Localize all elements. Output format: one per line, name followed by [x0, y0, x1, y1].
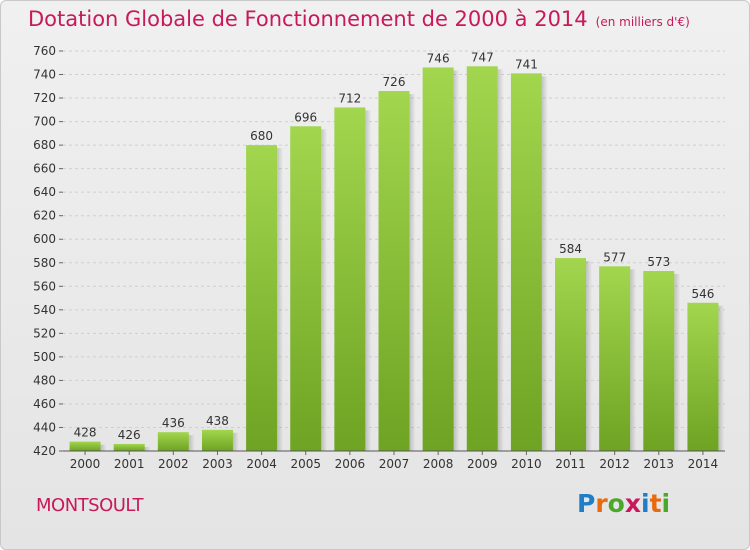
commune-name: MONTSOULT	[36, 495, 143, 516]
bar-shadow	[541, 76, 548, 452]
bar-value-label: 577	[603, 250, 626, 264]
bar	[157, 432, 189, 451]
x-tick-label: 2000	[70, 457, 101, 471]
x-tick-label: 2014	[688, 457, 719, 471]
bar-shadow	[144, 446, 151, 451]
bar	[113, 443, 145, 451]
bar	[687, 302, 719, 451]
chart-title-text: Dotation Globale de Fonctionnement de 20…	[28, 7, 588, 31]
y-tick-label: 440	[33, 420, 56, 434]
bar-shadow	[232, 432, 239, 451]
y-tick-label: 580	[33, 256, 56, 270]
logo-letter: P	[577, 489, 596, 518]
y-tick-label: 700	[33, 115, 56, 129]
x-tick-label: 2003	[202, 457, 233, 471]
y-tick-label: 520	[33, 326, 56, 340]
y-tick-label: 540	[33, 303, 56, 317]
bar-shadow	[718, 305, 725, 451]
chart-subtitle: (en milliers d'€)	[595, 15, 690, 29]
logo-letter: o	[607, 489, 625, 518]
x-tick-label: 2002	[158, 457, 189, 471]
x-tick-label: 2008	[423, 457, 454, 471]
x-tick-label: 2001	[114, 457, 145, 471]
bar-value-label: 696	[294, 110, 317, 124]
bar-shadow	[321, 129, 328, 451]
bar-shadow	[630, 269, 637, 451]
bar-shadow	[497, 69, 504, 451]
bar	[378, 91, 410, 451]
y-tick-label: 560	[33, 279, 56, 293]
bar	[69, 441, 101, 451]
y-tick-label: 740	[33, 68, 56, 82]
y-tick-label: 660	[33, 162, 56, 176]
logo-letter: x	[624, 489, 641, 518]
bar	[555, 258, 587, 451]
x-tick-label: 2005	[290, 457, 321, 471]
bar	[422, 67, 454, 452]
logo-letter: r	[595, 489, 608, 518]
bar-value-label: 726	[383, 75, 406, 89]
bar-value-label: 438	[206, 414, 229, 428]
y-tick-label: 640	[33, 185, 56, 199]
bar-shadow	[277, 148, 284, 451]
bar	[643, 271, 675, 451]
x-tick-label: 2006	[335, 457, 366, 471]
bar-value-label: 584	[559, 242, 582, 256]
x-axis-ticks: 2000 2001 2002 2003 2004 2005 2006 2007 2008 2009…	[70, 451, 718, 471]
y-tick-label: 480	[33, 373, 56, 387]
bar-shadow	[453, 70, 460, 452]
bar-value-label: 428	[74, 426, 97, 440]
bar	[510, 73, 542, 452]
bar-shadow	[188, 435, 195, 451]
bar-value-label: 712	[338, 91, 361, 105]
y-tick-label: 680	[33, 138, 56, 152]
y-tick-label: 600	[33, 232, 56, 246]
bar-value-label: 546	[691, 287, 714, 301]
bar-value-label: 747	[471, 50, 494, 64]
bar	[290, 126, 322, 451]
bar-value-label: 746	[427, 51, 450, 65]
logo-letter: i	[641, 489, 650, 518]
bar-value-label: 436	[162, 416, 185, 430]
bar-value-label: 573	[647, 255, 670, 269]
bar	[599, 266, 631, 451]
x-tick-label: 2004	[246, 457, 277, 471]
chart-title: Dotation Globale de Fonctionnement de 20…	[28, 7, 690, 31]
bar	[201, 429, 233, 451]
bar-value-label: 426	[118, 428, 141, 442]
bar-shadow	[586, 261, 593, 451]
y-axis-ticks: 420 440 460 480 500 520 540 560 580 600 620 640 660 6…	[33, 44, 63, 458]
bar-value-label: 680	[250, 129, 273, 143]
bars: 428 426 436 438 680 696 712 726 746 747 741 584 577 5…	[69, 50, 725, 452]
x-tick-label: 2011	[555, 457, 586, 471]
logo-letter: t	[649, 489, 662, 518]
bar	[334, 107, 366, 452]
x-tick-label: 2009	[467, 457, 498, 471]
y-tick-label: 760	[33, 44, 56, 58]
y-tick-label: 620	[33, 209, 56, 223]
bar	[246, 145, 278, 451]
x-tick-label: 2013	[644, 457, 675, 471]
bar-shadow	[674, 274, 681, 451]
bar-shadow	[409, 94, 416, 451]
y-tick-label: 720	[33, 91, 56, 105]
x-tick-label: 2010	[511, 457, 542, 471]
bar-shadow	[365, 110, 372, 452]
bar-shadow	[100, 444, 107, 451]
bar-value-label: 741	[515, 57, 538, 71]
x-tick-label: 2007	[379, 457, 410, 471]
bar	[466, 66, 498, 451]
logo-letter: i	[661, 489, 671, 518]
proxiti-logo: Proxiti	[577, 489, 670, 518]
y-tick-label: 420	[33, 444, 56, 458]
y-tick-label: 460	[33, 397, 56, 411]
x-tick-label: 2012	[599, 457, 630, 471]
y-tick-label: 500	[33, 350, 56, 364]
